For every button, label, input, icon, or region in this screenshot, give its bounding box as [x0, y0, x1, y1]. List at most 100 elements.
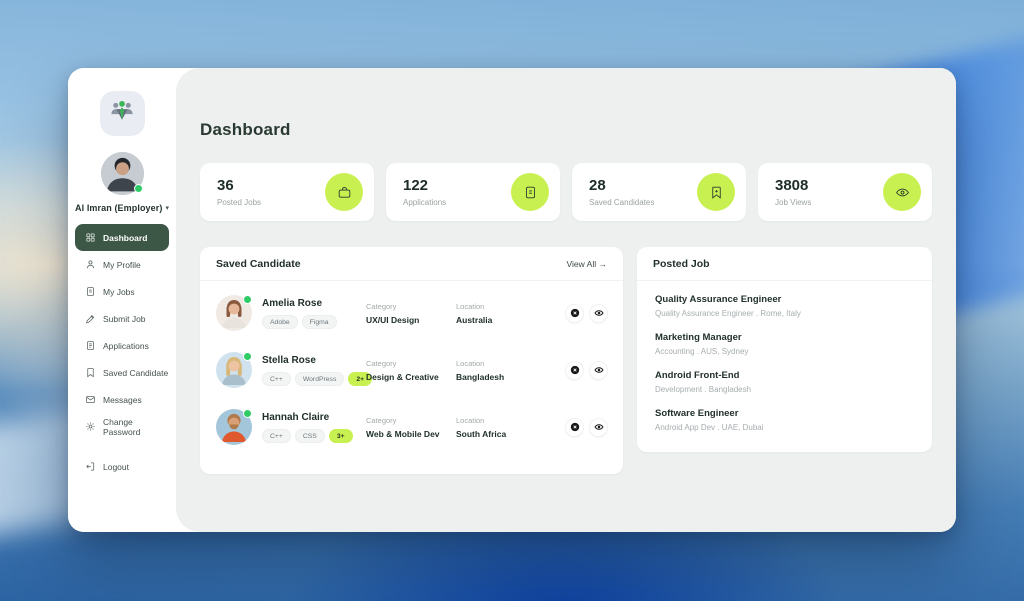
person-icon [86, 260, 95, 269]
file-text-icon [87, 341, 94, 350]
close-icon [570, 365, 579, 375]
eye-icon [883, 173, 921, 211]
location-label: Location [456, 415, 485, 425]
sidebar-item-label: My Profile [103, 259, 141, 270]
sidebar-item-label: Applications [103, 340, 149, 351]
view-candidate-button[interactable] [590, 418, 607, 436]
stat-card-job-views[interactable]: 3808 Job Views [758, 163, 932, 221]
close-icon [570, 308, 579, 318]
sidebar-item-label: Dashboard [103, 232, 148, 243]
job-title: Marketing Manager [655, 332, 742, 343]
sidebar-item-my-profile[interactable]: My Profile [75, 251, 169, 278]
panel-title: Saved Candidate [216, 258, 301, 270]
sidebar-item-my-jobs[interactable]: My Jobs [75, 278, 169, 305]
sidebar-item-saved-candidate[interactable]: Saved Candidate [75, 359, 169, 386]
sidebar-item-logout[interactable]: Logout [75, 453, 169, 480]
location-label: Location [456, 358, 485, 368]
candidate-row: Stella Rose C++ WordPress 2+ Category De… [216, 352, 607, 388]
eye-icon [593, 367, 604, 373]
more-tags-badge: 2+ [348, 372, 373, 386]
briefcase-icon [325, 173, 363, 211]
sidebar-item-submit-job[interactable]: Submit Job [75, 305, 169, 332]
stat-label: Saved Candidates [589, 198, 655, 207]
logout-icon [86, 462, 95, 471]
category-value: Web & Mobile Dev [366, 428, 440, 439]
job-meta: Development . Bangladesh [655, 385, 752, 394]
skill-tag: C++ [262, 429, 291, 443]
stat-card-saved-candidates[interactable]: 28 Saved Candidates [572, 163, 746, 221]
stat-card-posted-jobs[interactable]: 36 Posted Jobs [200, 163, 374, 221]
bookmark-icon [697, 173, 735, 211]
skill-tag: C++ [262, 372, 291, 386]
job-item[interactable]: Quality Assurance Engineer Quality Assur… [655, 294, 914, 318]
remove-candidate-button[interactable] [566, 361, 583, 379]
candidate-name: Amelia Rose [262, 298, 323, 309]
job-item[interactable]: Marketing Manager Accounting . AUS, Sydn… [655, 332, 914, 356]
remove-candidate-button[interactable] [566, 418, 583, 436]
document-icon [87, 287, 94, 296]
job-meta: Quality Assurance Engineer . Rome, Italy [655, 309, 801, 318]
skill-tag: CSS [294, 429, 325, 443]
panel-title: Posted Job [653, 258, 710, 270]
online-status-dot [243, 295, 252, 304]
brand-logo [99, 91, 145, 136]
eye-icon [593, 310, 604, 316]
location-label: Location [456, 301, 485, 311]
user-name: Al Imran (Employer) [75, 203, 163, 213]
sidebar-item-change-password[interactable]: Change Password [75, 413, 169, 440]
stat-value: 28 [589, 177, 606, 194]
pencil-icon [86, 315, 95, 324]
mail-icon [86, 396, 95, 403]
stat-card-applications[interactable]: 122 Applications [386, 163, 560, 221]
online-status-dot [243, 352, 252, 361]
job-title: Quality Assurance Engineer [655, 294, 782, 305]
location-value: Bangladesh [456, 371, 505, 382]
sidebar-item-label: Messages [103, 394, 142, 405]
sidebar-item-dashboard[interactable]: Dashboard [75, 224, 169, 251]
location-value: South Africa [456, 428, 507, 439]
stat-value: 122 [403, 177, 429, 194]
sidebar: Al Imran (Employer) ▾ Dashboard My Profi… [68, 68, 176, 532]
dashboard-grid-icon [86, 233, 95, 242]
view-candidate-button[interactable] [590, 361, 607, 379]
sidebar-item-messages[interactable]: Messages [75, 386, 169, 413]
remove-candidate-button[interactable] [566, 304, 583, 322]
location-value: Australia [456, 314, 493, 325]
candidate-avatar [216, 295, 252, 331]
stat-label: Job Views [775, 198, 812, 207]
user-menu[interactable]: Al Imran (Employer) ▾ [75, 203, 169, 213]
eye-icon [593, 424, 604, 430]
app-window: Al Imran (Employer) ▾ Dashboard My Profi… [68, 68, 956, 532]
view-candidate-button[interactable] [590, 304, 607, 322]
sidebar-item-applications[interactable]: Applications [75, 332, 169, 359]
view-all-link[interactable]: View All → [566, 259, 607, 269]
job-item[interactable]: Software Engineer Android App Dev . UAE,… [655, 408, 914, 432]
sidebar-item-label: Logout [103, 461, 129, 472]
skill-tag: Figma [301, 315, 337, 329]
user-avatar [100, 152, 144, 195]
sidebar-item-label: Saved Candidate [103, 367, 169, 378]
posted-job-panel: Posted Job Quality Assurance Engineer Qu… [637, 247, 932, 452]
stat-value: 36 [217, 177, 234, 194]
online-status-dot [243, 409, 252, 418]
job-item[interactable]: Android Front-End Development . Banglade… [655, 370, 914, 394]
main-content: Dashboard 36 Posted Jobs 122 Application… [176, 68, 956, 532]
stat-label: Posted Jobs [217, 198, 262, 207]
more-tags-badge: 3+ [328, 429, 353, 443]
category-label: Category [366, 301, 397, 311]
people-logo-icon [107, 96, 137, 131]
stat-label: Applications [403, 198, 447, 207]
stats-row: 36 Posted Jobs 122 Applications 28 [200, 163, 932, 221]
page-title: Dashboard [200, 120, 291, 139]
sidebar-item-label: Submit Job [103, 313, 146, 324]
candidate-row: Hannah Claire C++ CSS 3+ Category Web & … [216, 409, 607, 445]
sidebar-item-label: My Jobs [103, 286, 135, 297]
chevron-down-icon: ▾ [165, 205, 169, 212]
skill-tag: Adobe [262, 315, 298, 329]
sidebar-item-label: Change Password [103, 416, 141, 437]
stat-value: 3808 [775, 177, 809, 194]
online-status-dot [133, 184, 143, 193]
sidebar-menu: Dashboard My Profile My Jobs Submit Job … [68, 224, 176, 480]
job-title: Android Front-End [655, 370, 740, 381]
candidate-row: Amelia Rose Adobe Figma Category UX/UI D… [216, 295, 607, 331]
